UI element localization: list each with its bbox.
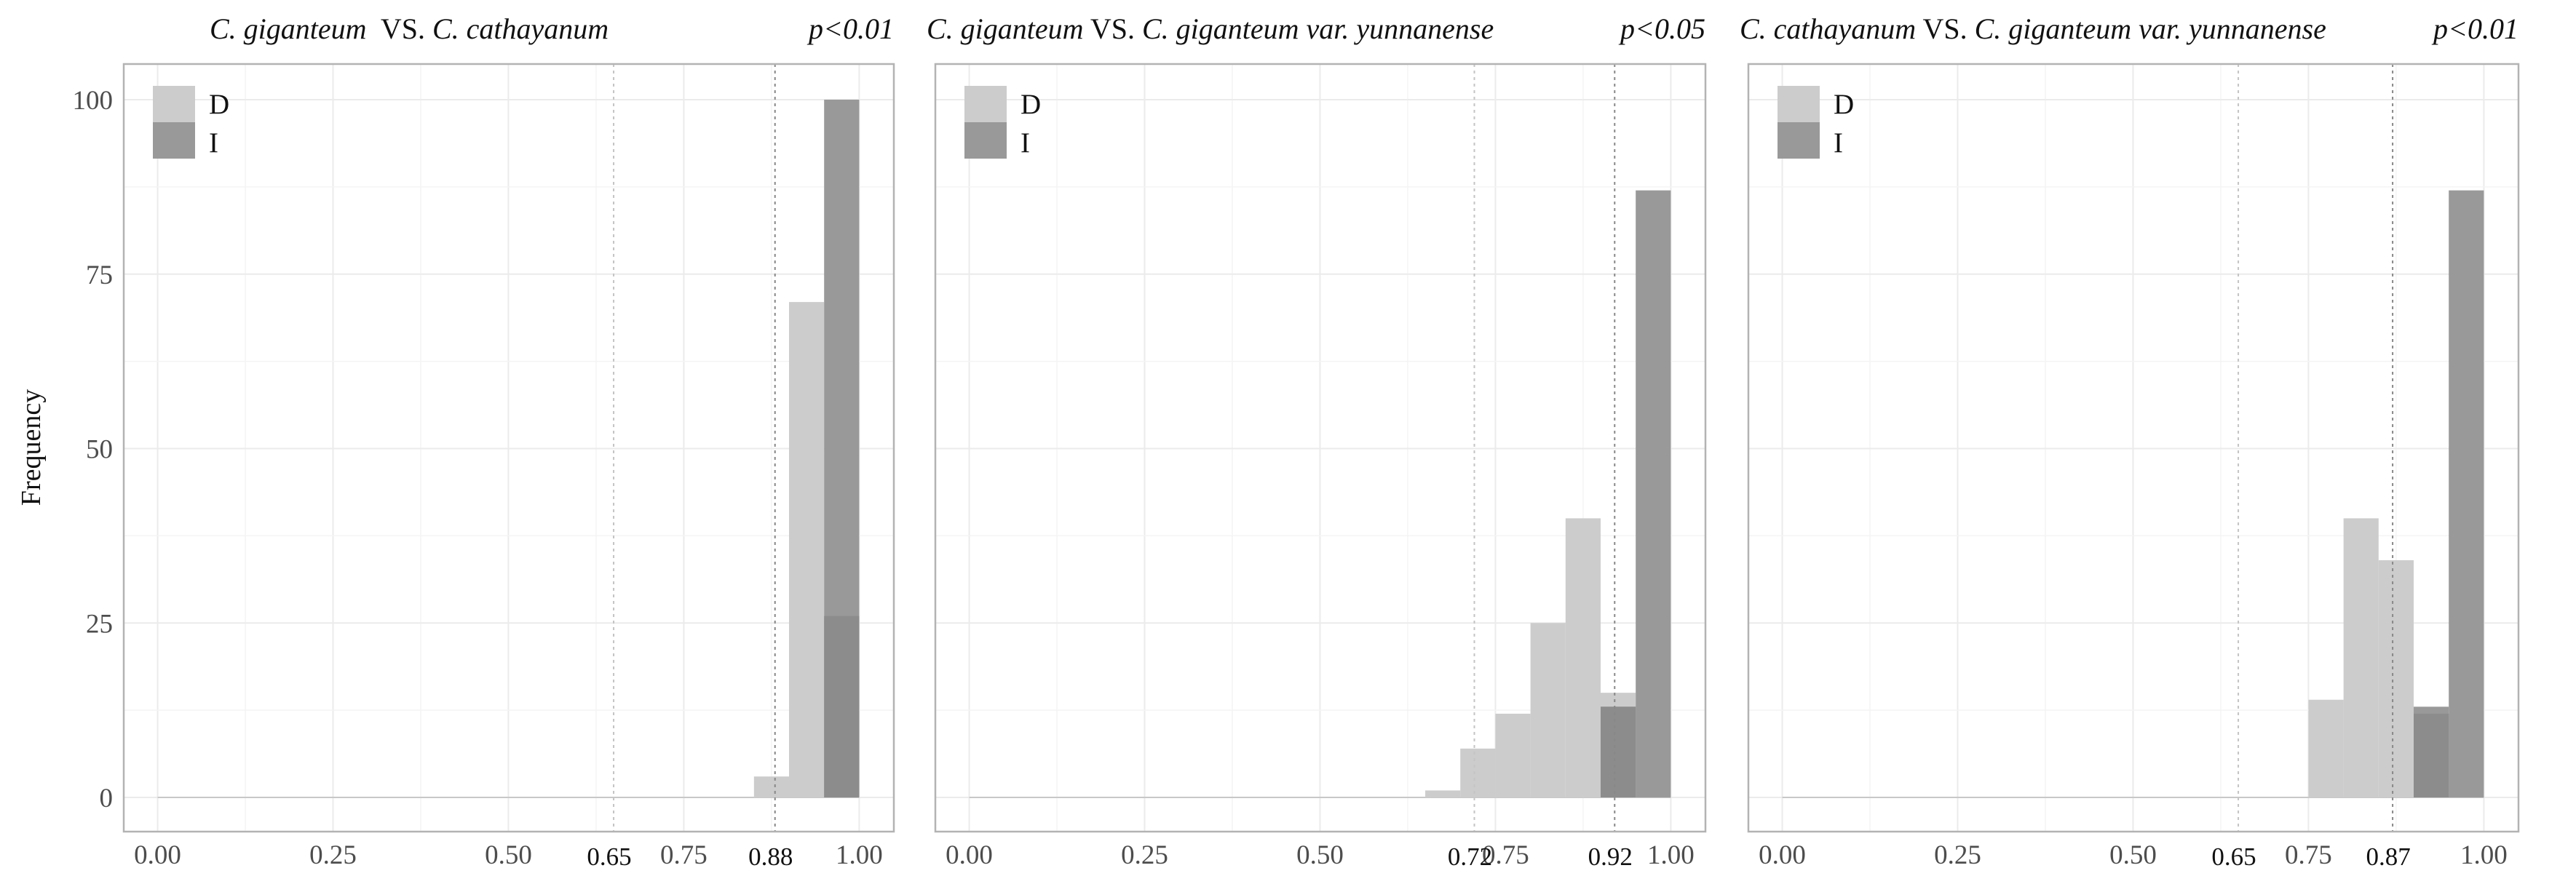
- bar-D: [2308, 699, 2344, 797]
- bar-D: [1565, 518, 1601, 797]
- x-tick-label: 0.50: [2109, 840, 2157, 870]
- x-tick-label: 0.00: [946, 840, 993, 870]
- x-tick-label: 0.25: [1934, 840, 1981, 870]
- panel-title: C. giganteum VS. C. cathayanum: [210, 12, 609, 45]
- bar-D: [1425, 790, 1461, 797]
- bar-D: [1495, 713, 1531, 797]
- bar-D: [753, 776, 790, 797]
- reference-label: 0.72: [1448, 843, 1492, 871]
- reference-label: 0.92: [1588, 843, 1633, 871]
- legend-label-D: D: [1021, 89, 1041, 120]
- x-tick-label: 0.50: [485, 840, 532, 870]
- reference-label: 0.65: [2211, 843, 2256, 871]
- y-tick-label: 25: [86, 609, 113, 639]
- panel-3: 0.00 0.25 0.50 0.75 1.00 0.65 0.87 DI C. cathaya…: [1740, 12, 2520, 871]
- legend-label-I: I: [1834, 127, 1843, 159]
- y-axis: 0 25 50 75 100: [73, 86, 114, 813]
- x-tick-label: 0.75: [660, 840, 708, 870]
- panel-title: C. cathayanum VS. C. giganteum var. yunn…: [1740, 12, 2326, 45]
- reference-label: 0.65: [587, 843, 631, 871]
- panel-border: [934, 63, 1707, 833]
- legend-label-I: I: [209, 127, 218, 159]
- legend-label-I: I: [1021, 127, 1030, 159]
- legend-swatch-D: [153, 86, 195, 122]
- legend-label-D: D: [1834, 89, 1854, 120]
- x-tick-label: 0.75: [1482, 840, 1529, 870]
- y-tick-label: 75: [86, 260, 113, 290]
- panel-2: 0.00 0.25 0.50 0.75 1.00 0.72 0.92 DI C. gigante…: [927, 12, 1707, 871]
- legend-swatch-I: [964, 122, 1007, 159]
- y-tick-label: 0: [100, 784, 114, 813]
- y-axis-title: Frequency: [16, 389, 47, 506]
- bar-D: [2378, 560, 2414, 797]
- x-tick-label: 0.25: [1121, 840, 1168, 870]
- panel-title: C. giganteum VS. C. giganteum var. yunna…: [927, 12, 1494, 45]
- x-tick-label: 1.00: [836, 840, 883, 870]
- bar-I: [1636, 190, 1671, 797]
- panel-border: [122, 63, 895, 833]
- bar-overlap: [824, 616, 860, 797]
- panel-p-value: p<0.01: [2431, 12, 2518, 45]
- x-tick-label: 0.25: [309, 840, 357, 870]
- panel-border: [1747, 63, 2520, 833]
- panel-1: 0.00 0.25 0.50 0.75 1.00 0.65 0.88 DI C. gigante…: [122, 12, 895, 871]
- reference-label: 0.88: [748, 843, 793, 871]
- legend-swatch-I: [153, 122, 195, 159]
- legend-swatch-D: [1778, 86, 1820, 122]
- bar-D: [789, 302, 825, 797]
- bar-overlap: [1601, 706, 1636, 797]
- bar-D: [2343, 518, 2379, 797]
- x-tick-label: 0.00: [1759, 840, 1806, 870]
- bar-D: [1460, 748, 1496, 797]
- y-tick-label: 50: [86, 435, 113, 465]
- reference-label: 0.87: [2366, 843, 2410, 871]
- y-tick-label: 100: [73, 86, 114, 116]
- legend-label-D: D: [209, 89, 229, 120]
- x-tick-label: 0.75: [2285, 840, 2332, 870]
- legend-swatch-I: [1778, 122, 1820, 159]
- bar-I: [2449, 190, 2484, 797]
- panel-p-value: p<0.05: [1618, 12, 1705, 45]
- x-tick-label: 0.50: [1296, 840, 1344, 870]
- bar-overlap: [2414, 713, 2449, 797]
- panel-p-value: p<0.01: [807, 12, 894, 45]
- x-tick-label: 1.00: [2460, 840, 2508, 870]
- legend-swatch-D: [964, 86, 1007, 122]
- x-tick-label: 1.00: [1647, 840, 1695, 870]
- bar-D: [1530, 623, 1566, 797]
- x-tick-label: 0.00: [134, 840, 181, 870]
